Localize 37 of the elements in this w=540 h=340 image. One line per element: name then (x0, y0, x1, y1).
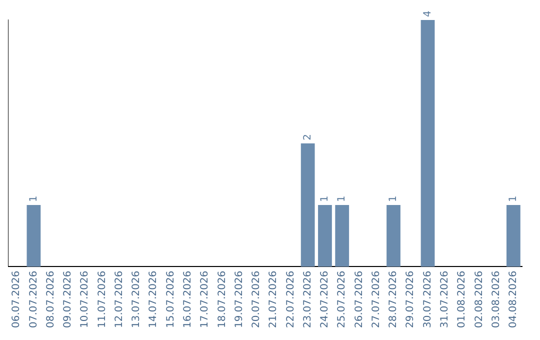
data-label: 1 (28, 196, 40, 202)
x-tick-label: 19.07.2026 (234, 270, 245, 328)
x-tick-label: 16.07.2026 (182, 270, 194, 328)
x-tick-label: 07.07.2026 (28, 270, 40, 328)
data-label: 4 (422, 10, 434, 17)
x-tick-label: 30.07.2026 (422, 270, 434, 328)
x-tick-label: 24.07.2026 (320, 270, 331, 328)
x-tick-label: 29.07.2026 (405, 270, 416, 328)
x-tick-label: 13.07.2026 (131, 270, 142, 328)
x-tick-label: 31.07.2026 (439, 270, 450, 328)
x-tick-label: 17.07.2026 (200, 270, 211, 328)
x-tick-label: 14.07.2026 (148, 270, 160, 328)
x-tick-label: 03.08.2026 (490, 270, 502, 328)
data-label: 1 (508, 196, 520, 202)
x-tick-label: 20.07.2026 (251, 270, 262, 328)
x-tick-label: 15.07.2026 (165, 270, 176, 328)
x-tick-label: 09.07.2026 (62, 270, 74, 328)
x-tick-label: 26.07.2026 (354, 270, 365, 328)
x-tick-label: 18.07.2026 (216, 270, 228, 328)
x-tick-label: 06.07.2026 (11, 270, 22, 328)
x-tick-label: 04.08.2026 (508, 270, 520, 328)
x-tick-label: 25.07.2026 (336, 270, 348, 328)
data-label: 2 (302, 134, 314, 140)
data-label: 1 (388, 196, 400, 202)
x-tick-label: 22.07.2026 (285, 270, 296, 328)
x-tick-label: 10.07.2026 (80, 270, 91, 328)
x-tick-label: 21.07.2026 (268, 270, 280, 328)
x-tick-label: 11.07.2026 (96, 270, 108, 328)
x-tick-label: 23.07.2026 (302, 270, 314, 328)
data-label: 1 (320, 196, 331, 202)
x-tick-label: 12.07.2026 (114, 270, 125, 328)
x-tick-label: 02.08.2026 (474, 270, 485, 328)
x-tick-label: 01.08.2026 (456, 270, 468, 328)
x-tick-label: 28.07.2026 (388, 270, 400, 328)
x-tick-label: 27.07.2026 (370, 270, 382, 328)
x-tick-label: 08.07.2026 (45, 270, 56, 328)
data-label: 1 (336, 196, 348, 202)
